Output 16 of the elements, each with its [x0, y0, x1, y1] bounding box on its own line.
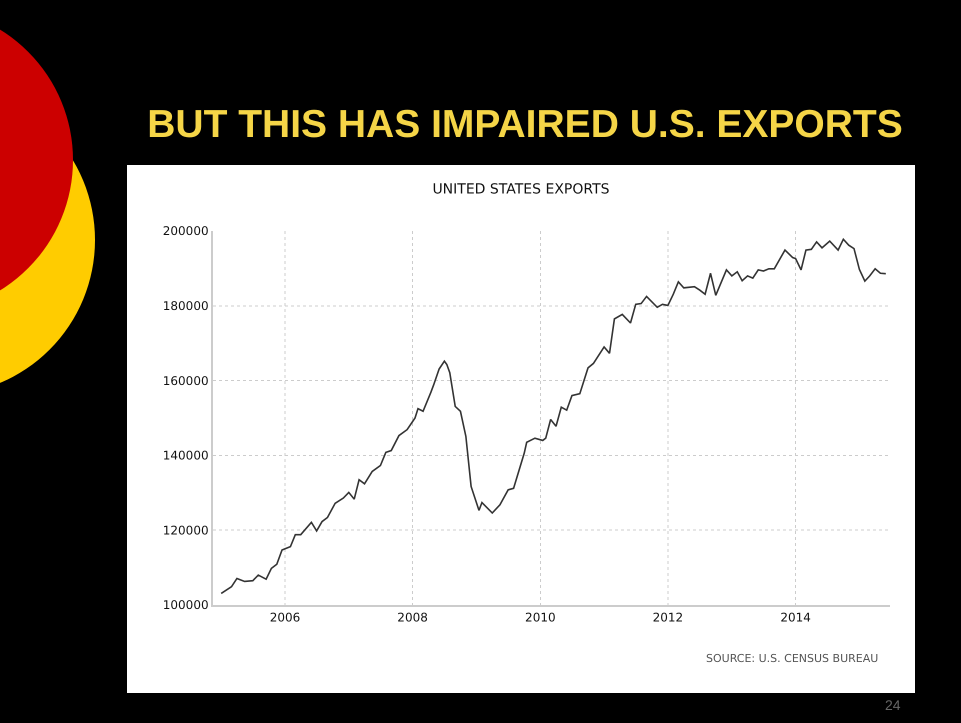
x-tick-label: 2012 [652, 610, 684, 624]
y-tick-label: 100000 [162, 598, 209, 612]
line-series [220, 238, 887, 594]
y-tick-label: 160000 [162, 374, 209, 388]
text: 24 [885, 697, 901, 713]
chart-title: BUT THIS HAS IMPAIRED U.S. EXPORTS [146, 102, 904, 148]
x-tick-label: 2014 [780, 610, 811, 624]
source-note: SOURCE: U.S. CENSUS BUREAU [706, 652, 878, 665]
y-tick-label: 140000 [162, 448, 209, 463]
chart-subtitle: UNITED STATES EXPORTS [432, 182, 610, 198]
x-tick-label: 2010 [525, 610, 556, 624]
x-tick-label: 2008 [397, 610, 428, 624]
x-tick-label: 2006 [270, 610, 300, 624]
y-tick-label: 180000 [162, 299, 209, 313]
y-tick-label: 120000 [162, 523, 209, 538]
y-tick-label: 200000 [162, 224, 209, 238]
